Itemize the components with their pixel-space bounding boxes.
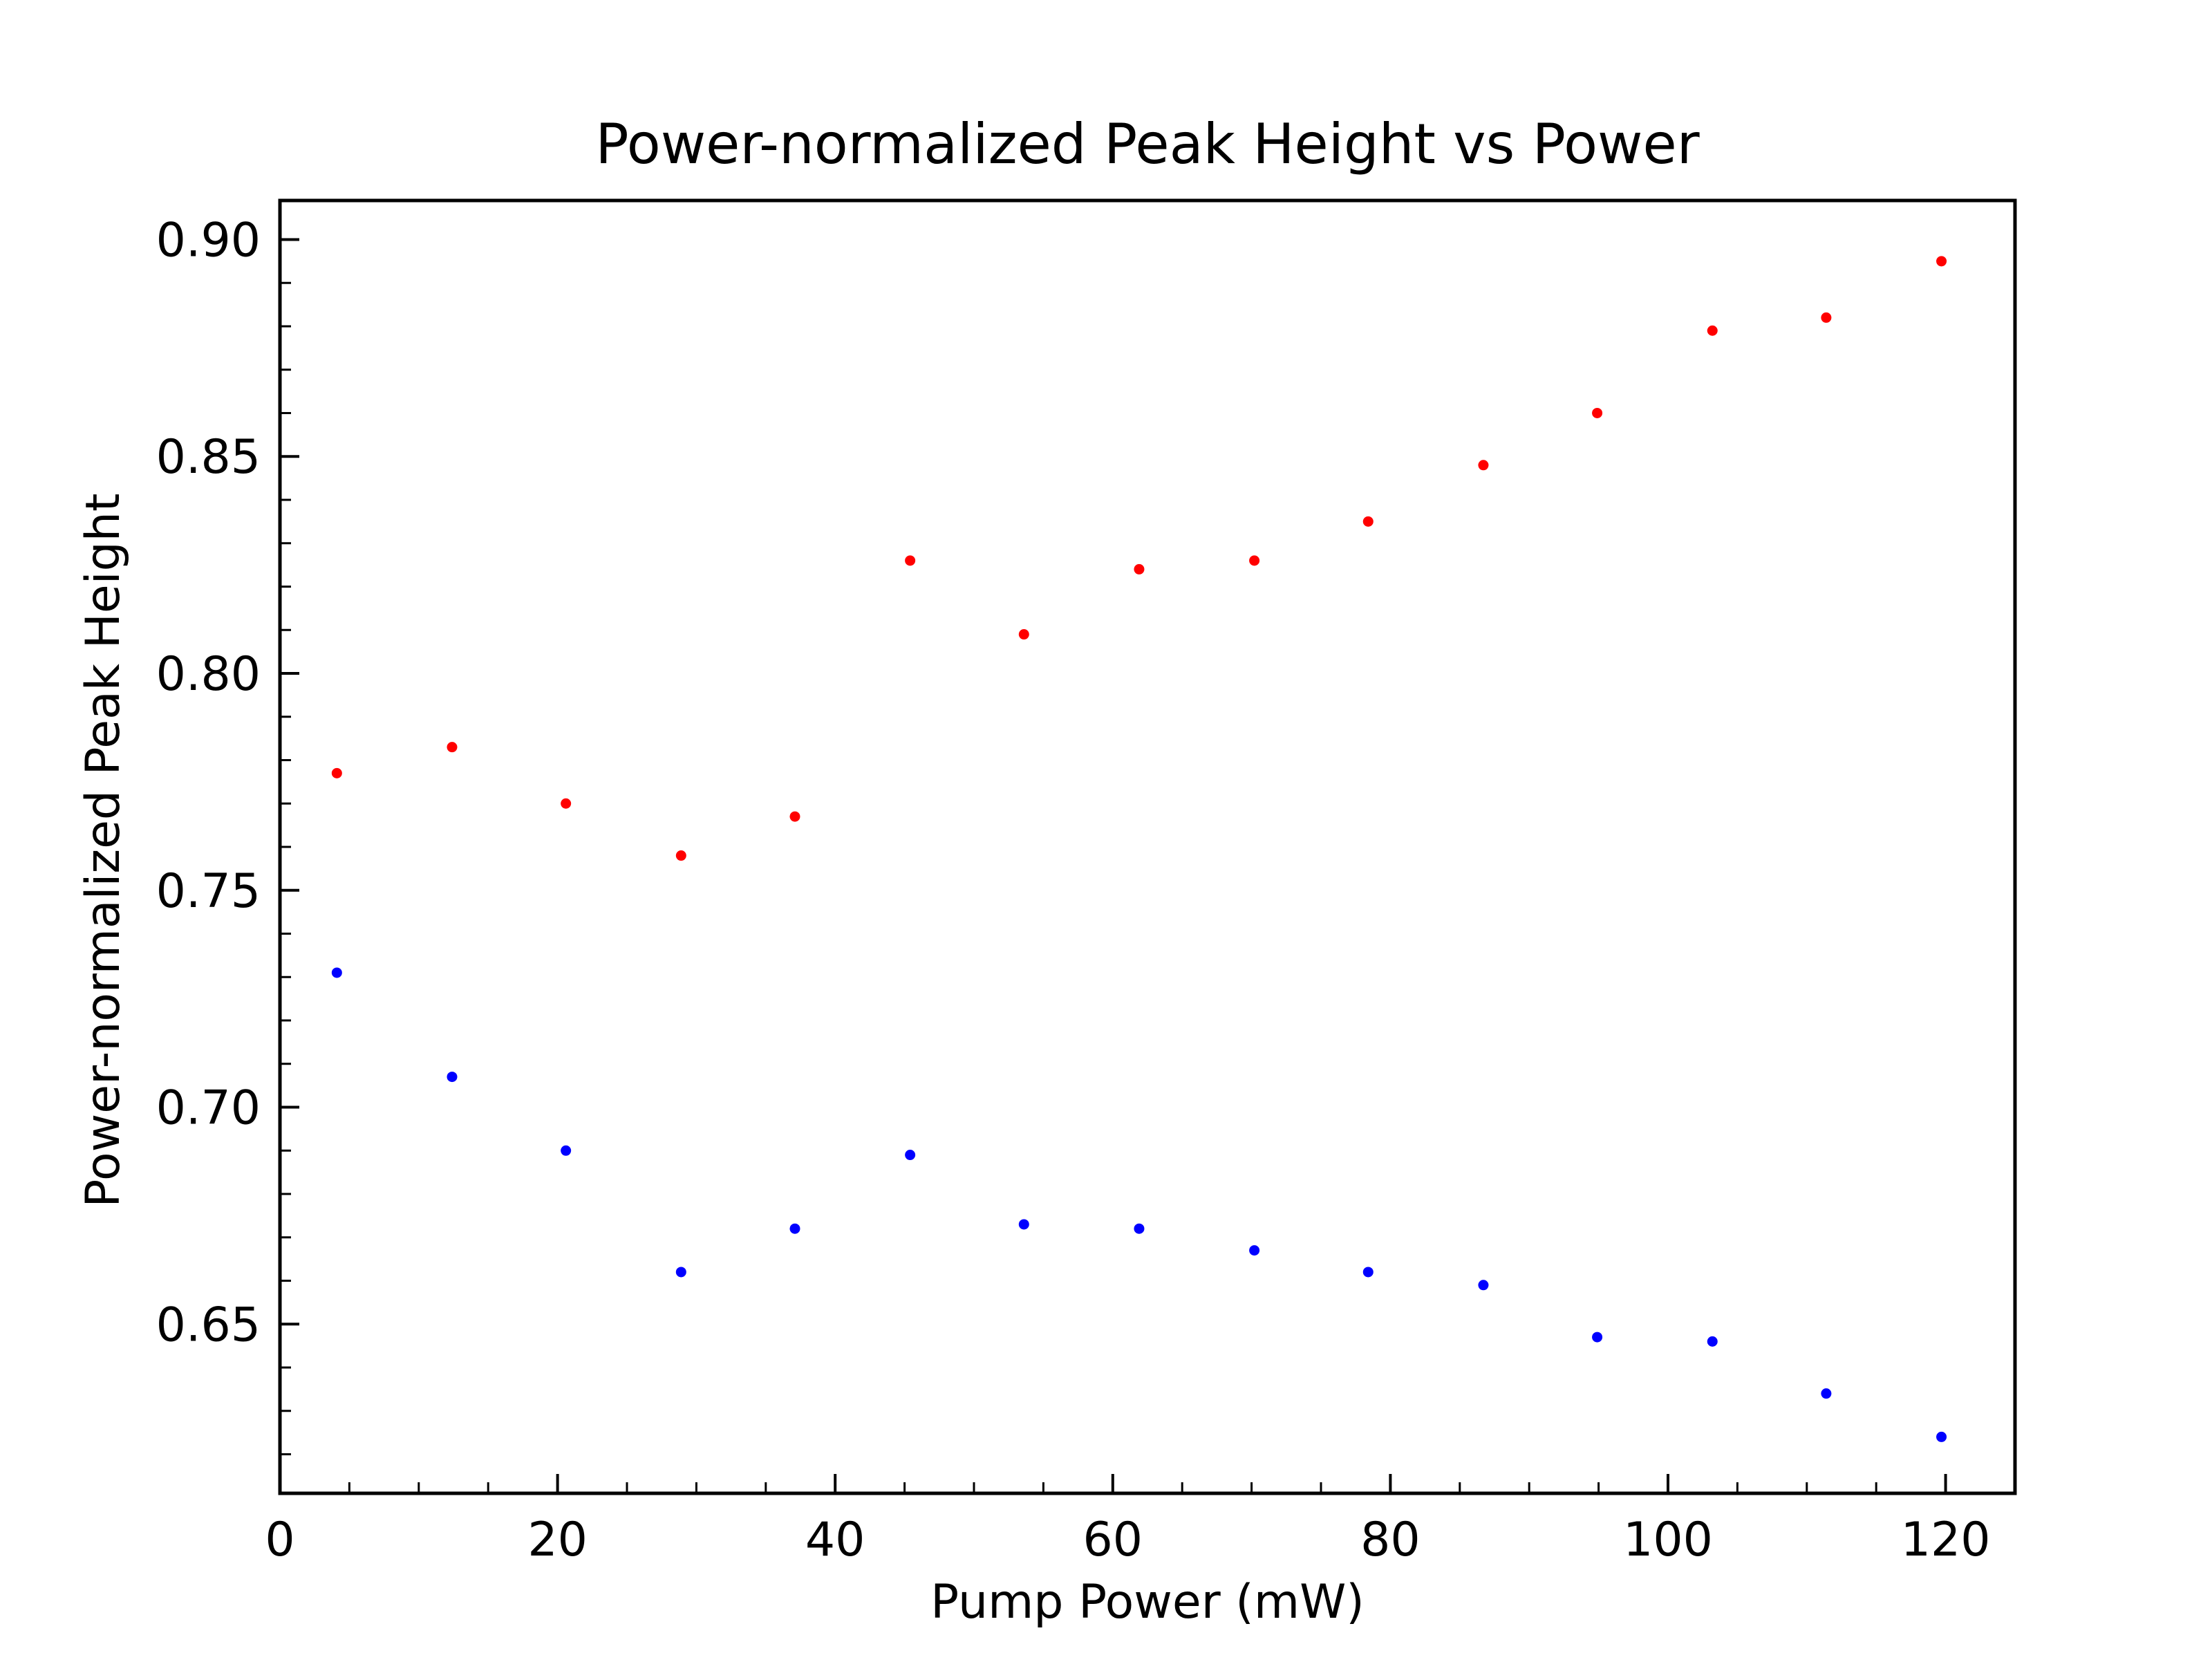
data-point-series-2 [1362,1267,1374,1278]
data-point-series-1 [561,798,572,809]
data-point-series-2 [905,1150,916,1161]
y-tick-label: 0.65 [156,1298,261,1352]
y-tick-label: 0.70 [156,1081,261,1136]
y-tick-label: 0.85 [156,430,261,485]
chart-title: Power-normalized Peak Height vs Power [595,112,1699,176]
data-point-series-2 [1018,1219,1029,1230]
data-point-series-2 [1821,1388,1832,1399]
x-tick-label: 20 [527,1513,588,1567]
data-point-series-2 [447,1072,458,1083]
data-point-series-2 [1478,1280,1489,1291]
data-point-series-1 [1018,629,1029,640]
x-tick-label: 120 [1901,1513,1991,1567]
data-point-series-2 [789,1223,800,1234]
y-axis-label: Power-normalized Peak Height [76,493,131,1207]
x-tick-label: 0 [265,1513,294,1567]
plot-frame [278,198,2017,1495]
x-tick-label: 40 [805,1513,865,1567]
data-point-series-1 [1134,563,1145,575]
data-point-series-1 [1362,516,1374,527]
y-tick-label: 0.90 [156,213,261,268]
data-point-series-2 [1134,1223,1145,1234]
x-axis-label: Pump Power (mW) [930,1575,1365,1630]
data-point-series-2 [331,967,342,978]
data-point-series-2 [1592,1332,1603,1343]
data-point-series-2 [561,1145,572,1156]
data-point-series-2 [1249,1245,1260,1256]
data-point-series-1 [675,850,686,861]
x-tick-label: 100 [1623,1513,1713,1567]
data-point-series-1 [1478,460,1489,471]
data-point-series-2 [1707,1336,1718,1347]
data-point-series-1 [1249,555,1260,566]
y-tick-label: 0.80 [156,647,261,702]
axis-ticks: 0 20 40 60 80 100 120 0.65 0.70 0.75 0.80 0.85 0.90 [156,213,1991,1567]
data-points [331,256,1947,1442]
data-point-series-1 [789,811,800,822]
data-point-series-1 [1707,325,1718,336]
data-point-series-1 [331,767,342,778]
x-tick-label: 60 [1083,1513,1143,1567]
data-point-series-1 [447,742,458,753]
data-point-series-1 [1592,407,1603,418]
data-point-series-2 [675,1267,686,1278]
x-tick-label: 80 [1360,1513,1421,1567]
y-tick-label: 0.75 [156,864,261,919]
data-point-series-1 [905,555,916,566]
data-point-series-1 [1821,312,1832,323]
data-point-series-1 [1936,256,1947,267]
data-point-series-2 [1936,1431,1947,1442]
